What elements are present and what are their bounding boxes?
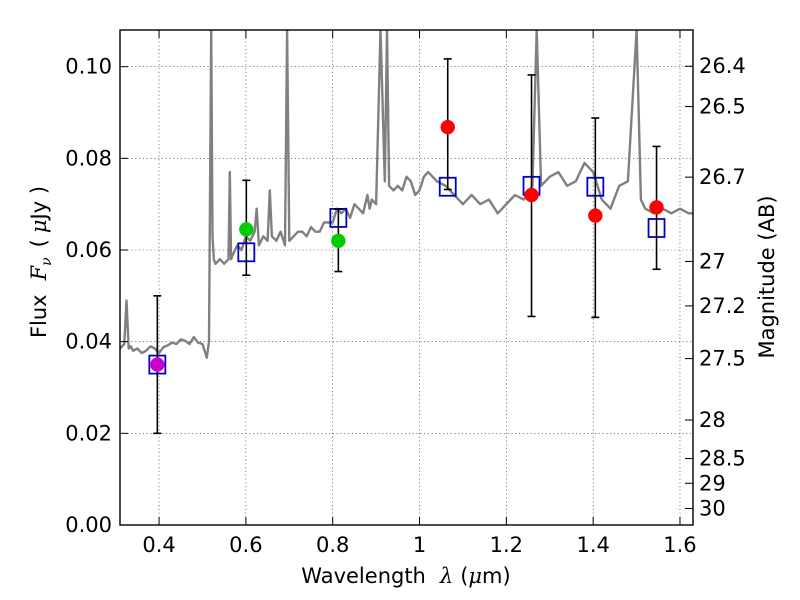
x-tick-label: 1 <box>413 533 426 557</box>
x-tick-label: 1.6 <box>663 533 696 557</box>
y-tick-label: 0.10 <box>65 55 112 79</box>
x-axis-label-unit-rest: m) <box>482 564 511 588</box>
y2-tick-label: 30 <box>699 497 726 521</box>
y-tick-label: 0.08 <box>65 146 112 170</box>
x-axis-label-unit-open: ( <box>460 564 468 588</box>
y2-tick-label: 26.5 <box>699 95 746 119</box>
y-axis-label-unit-symbol: μ <box>27 219 51 233</box>
x-axis-label-symbol: λ <box>439 564 453 588</box>
y2-tick-label: 26.7 <box>699 165 746 189</box>
y-axis-label-unit-open: ( <box>27 239 51 247</box>
y-axis-label: Flux Fν ( μJy ) <box>27 186 55 338</box>
x-axis-label-prefix: Wavelength <box>301 564 426 588</box>
y-tick-label: 0.06 <box>65 238 112 262</box>
grid-lines <box>120 30 693 525</box>
tick-layer: 0.4 0.6 0.8 1 1.2 1.4 1.6 0.00 0.02 0.04 0.06 0.08 0… <box>65 30 746 557</box>
y-axis-label-unit-rest: Jy ) <box>27 186 51 222</box>
x-tick-label: 0.8 <box>316 533 349 557</box>
y2-tick-label: 28.5 <box>699 447 746 471</box>
observed-flux-point <box>649 200 664 215</box>
x-tick-label: 0.4 <box>142 533 175 557</box>
observed-flux-point <box>150 357 165 372</box>
observed-flux-point <box>524 187 539 203</box>
observed-flux-point <box>588 208 603 223</box>
x-tick-label: 0.6 <box>229 533 262 557</box>
y2-tick-label: 28 <box>699 408 726 432</box>
observed-flux-point <box>239 222 254 237</box>
observed-flux-point <box>440 119 455 135</box>
observed-flux-point <box>331 233 346 249</box>
y-tick-label: 0.02 <box>65 421 112 445</box>
x-axis-label-unit-symbol: μ <box>468 564 482 588</box>
y2-tick-label: 26.4 <box>699 54 746 78</box>
y-axis-label-subscript: ν <box>39 257 55 266</box>
data-layer <box>120 30 693 435</box>
y-tick-label: 0.04 <box>65 330 112 354</box>
spectrum-line <box>120 30 693 359</box>
plot-frame <box>119 29 694 526</box>
y-axis-label-prefix: Flux <box>27 294 51 338</box>
x-axis-label: Wavelength λ (μm) <box>301 564 510 588</box>
y2-tick-label: 27 <box>699 249 726 273</box>
y2-tick-label: 29 <box>699 471 726 495</box>
x-tick-label: 1.4 <box>576 533 609 557</box>
y2-tick-label: 27.2 <box>699 294 746 318</box>
plot-background <box>120 30 693 525</box>
x-tick-label: 1.2 <box>490 533 523 557</box>
y2-tick-label: 27.5 <box>699 347 746 371</box>
y-axis-label-symbol: F <box>27 264 51 281</box>
y-tick-label: 0.00 <box>65 513 112 537</box>
y2-axis-label: Magnitude (AB) <box>755 195 779 358</box>
